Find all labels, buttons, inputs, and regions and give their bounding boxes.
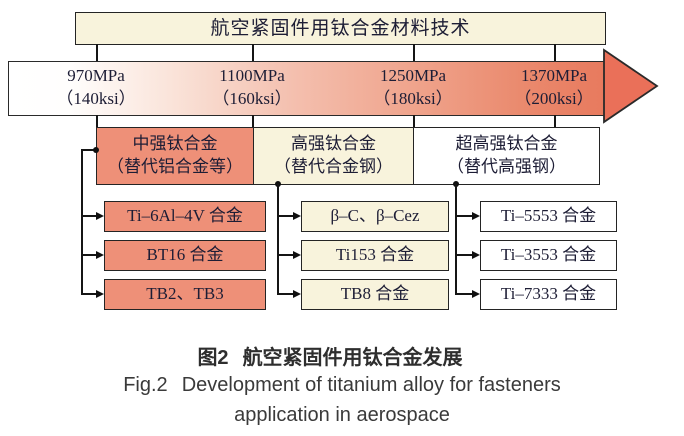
alloy-label: TB2、TB3 (146, 284, 224, 304)
connector-line (278, 215, 294, 217)
category-sub: （替代铝合金等） (107, 157, 243, 176)
branch-arrow-icon (472, 211, 480, 220)
figure-title-en: Development of titanium alloy for fasten… (181, 374, 561, 396)
strength-arrow-head (603, 48, 659, 124)
connector-line (81, 149, 83, 295)
category-sub: （替代合金钢） (274, 157, 393, 176)
branch-arrow-icon (472, 250, 480, 259)
branch-arrow-icon (293, 250, 301, 259)
alloy-box: Ti153 合金 (301, 240, 449, 271)
figure-title-en-cont: application in aerospace (234, 404, 450, 426)
category-name: 中强钛合金 (132, 134, 218, 154)
alloy-label: Ti–5553 合金 (500, 206, 597, 226)
figure-caption-en-line1: Fig.2 Development of titanium alloy for f… (0, 374, 684, 397)
diagram-title-text: 航空紧固件用钛合金材料技术 (210, 17, 471, 39)
strength-mpa: 1250MPa (379, 66, 447, 85)
alloy-box: Ti–7333 合金 (480, 279, 617, 310)
figure-caption-zh: 图2 航空紧固件用钛合金发展 (0, 341, 660, 370)
connector-line (82, 293, 97, 295)
connector-line (456, 293, 473, 295)
figure-title-zh: 航空紧固件用钛合金发展 (242, 347, 463, 369)
connector-line (456, 215, 473, 217)
connector-line (277, 184, 279, 295)
figure-number-en: Fig.2 (123, 374, 168, 396)
alloy-box: TB8 合金 (301, 279, 449, 310)
strength-ksi: （140ksi） (56, 89, 136, 108)
branch-arrow-icon (293, 211, 301, 220)
strength-arrow-body (8, 61, 605, 116)
connector-line (278, 293, 294, 295)
strength-mpa: 1100MPa (219, 66, 285, 85)
connector-line (252, 115, 254, 128)
connector-line (82, 254, 97, 256)
connector-line (413, 44, 415, 62)
category-box-ultra-high-strength: 超高强钛合金 （替代高强钢） (413, 127, 600, 185)
alloy-box: Ti–3553 合金 (480, 240, 617, 271)
connector-line (456, 254, 473, 256)
strength-level-1: 970MPa （140ksi） (34, 64, 158, 110)
connector-line (278, 254, 294, 256)
connector-line (82, 215, 97, 217)
strength-ksi: （180ksi） (373, 89, 453, 108)
branch-arrow-icon (472, 289, 480, 298)
alloy-label: BT16 合金 (146, 245, 224, 265)
branch-arrow-icon (96, 250, 104, 259)
alloy-label: β–C、β–Cez (330, 206, 420, 226)
alloy-label: TB8 合金 (340, 284, 410, 304)
alloy-box: BT16 合金 (104, 240, 266, 271)
alloy-label: Ti–7333 合金 (500, 284, 597, 304)
strength-mpa: 970MPa (67, 66, 125, 85)
strength-ksi: （160ksi） (212, 89, 292, 108)
connector-line (252, 44, 254, 62)
strength-level-4: 1370MPa （200ksi） (492, 64, 616, 110)
connector-line (82, 149, 96, 151)
alloy-box: Ti–6Al–4V 合金 (104, 201, 266, 232)
connector-line (96, 44, 98, 62)
category-name: 超高强钛合金 (455, 134, 558, 154)
figure-number-zh: 图2 (197, 347, 229, 369)
strength-level-3: 1250MPa （180ksi） (351, 64, 475, 110)
connector-line (554, 44, 556, 62)
alloy-box: β–C、β–Cez (301, 201, 449, 232)
category-sub: （替代高强钢） (447, 157, 566, 176)
branch-arrow-icon (96, 211, 104, 220)
branch-arrow-icon (96, 289, 104, 298)
connector-line (413, 115, 415, 128)
figure-caption-en-line2: application in aerospace (0, 404, 684, 427)
branch-arrow-icon (293, 289, 301, 298)
category-name: 高强钛合金 (291, 134, 376, 154)
strength-ksi: （200ksi） (514, 89, 594, 108)
strength-mpa: 1370MPa (520, 66, 588, 85)
alloy-label: Ti–3553 合金 (500, 245, 597, 265)
connector-line (554, 115, 556, 128)
alloy-label: Ti153 合金 (335, 245, 415, 265)
connector-line (455, 184, 457, 295)
alloy-box: Ti–5553 合金 (480, 201, 617, 232)
connector-line (96, 115, 98, 128)
category-box-medium-strength: 中强钛合金 （替代铝合金等） (96, 127, 254, 185)
category-box-high-strength: 高强钛合金 （替代合金钢） (252, 127, 415, 185)
strength-level-2: 1100MPa （160ksi） (190, 64, 314, 110)
alloy-box: TB2、TB3 (104, 279, 266, 310)
connector-dot (93, 147, 99, 153)
alloy-label: Ti–6Al–4V 合金 (127, 206, 243, 226)
diagram-title-banner: 航空紧固件用钛合金材料技术 (75, 12, 606, 45)
